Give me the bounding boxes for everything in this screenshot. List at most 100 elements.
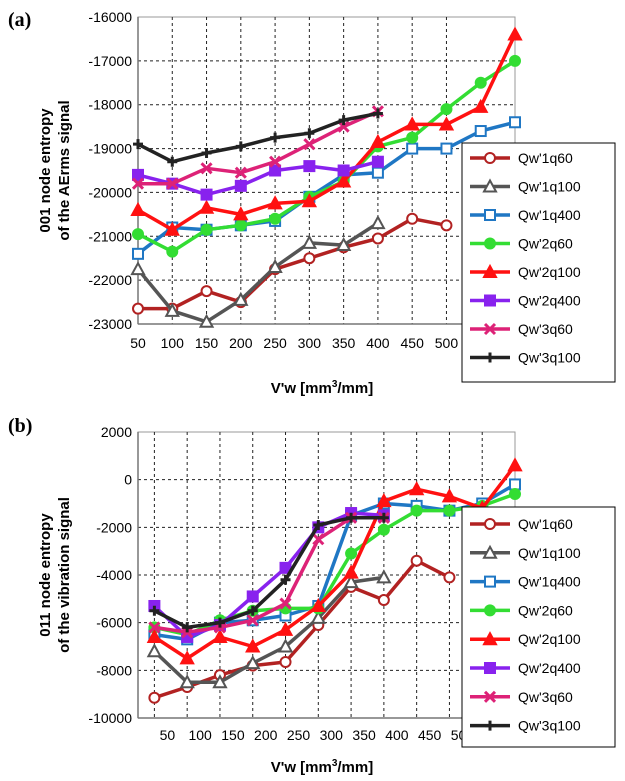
x-tick-label: 500 [435, 335, 459, 351]
data-point [233, 291, 249, 306]
data-point [410, 554, 423, 567]
legend-swatch-marker [482, 178, 498, 193]
x-tick-label: 450 [401, 335, 425, 351]
y-tick-label: -16000 [88, 9, 132, 25]
x-axis-title-text: V'w [mm [271, 380, 332, 397]
data-point [406, 131, 419, 144]
legend-label: Qw'3q60 [518, 321, 573, 337]
data-point [338, 115, 349, 126]
data-point [337, 120, 350, 133]
legend-item: Qw'2q100 [470, 631, 581, 647]
legend-swatch-marker [482, 631, 498, 646]
legend-label: Qw'2q60 [518, 602, 573, 618]
legend: Qw'1q60 Qw'1q100 Qw'1q400 Qw'2q60 Qw'2q100 Qw… [461, 506, 616, 748]
data-point [198, 199, 215, 214]
data-point [410, 504, 423, 517]
series-line [153, 516, 384, 630]
data-point [312, 533, 325, 546]
legend-item: Qw'1q400 [470, 207, 581, 223]
x-tick-label: 350 [332, 335, 356, 351]
data-point [233, 206, 249, 221]
data-point [164, 221, 180, 236]
data-point [408, 481, 425, 496]
x-tick-label: 250 [263, 335, 287, 351]
data-point [148, 691, 161, 704]
data-point [370, 215, 386, 230]
data-point [279, 597, 292, 610]
legend-item: Qw'1q100 [470, 544, 581, 561]
data-point [246, 614, 259, 627]
legend-label: Qw'2q100 [518, 631, 581, 647]
y-tick-label: -20000 [88, 184, 132, 200]
legend-label: Qw'1q60 [518, 516, 573, 532]
legend-swatch-marker [485, 720, 495, 731]
data-point [404, 116, 420, 131]
data-point [279, 655, 292, 668]
y-tick-label: -8000 [96, 662, 132, 678]
legend-label: Qw'1q400 [518, 207, 581, 223]
data-point [337, 164, 350, 177]
data-point [372, 108, 383, 119]
data-point [132, 228, 144, 241]
legend-swatch-marker [482, 544, 498, 559]
data-point [345, 547, 358, 560]
legend-label: Qw'1q400 [518, 574, 581, 590]
y-tick-label: -21000 [88, 228, 132, 244]
x-tick-label: 100 [188, 727, 212, 743]
data-point [212, 674, 228, 689]
legend-item: Qw'3q60 [470, 321, 573, 337]
legend-label: Qw'2q100 [518, 264, 581, 280]
data-point [130, 261, 146, 276]
legend-swatch-marker [484, 237, 496, 250]
legend-item: Qw'1q60 [470, 516, 573, 532]
data-point [269, 155, 282, 168]
series-line [136, 221, 379, 324]
data-point [246, 590, 259, 603]
data-point [200, 162, 213, 175]
x-axis-title-superscript: 3 [332, 379, 338, 390]
data-point [146, 628, 163, 643]
data-point [303, 252, 316, 265]
y-axis-title: 011 node entropy of the vibration signal [37, 497, 73, 653]
legend-swatch-marker [484, 604, 496, 617]
legend-label: Qw'1q100 [518, 545, 581, 561]
x-tick-label: 400 [366, 335, 390, 351]
data-point [343, 574, 359, 589]
data-point [133, 139, 143, 150]
x-tick-label: 300 [320, 727, 344, 743]
data-point [441, 488, 458, 503]
y-tick-label: -22000 [88, 272, 132, 288]
y-axis-title-line2: of the AErms signal [56, 100, 73, 240]
data-point [406, 212, 419, 225]
data-point [474, 125, 487, 138]
x-tick-label: 200 [254, 727, 278, 743]
data-point [146, 643, 163, 658]
data-point [371, 155, 384, 168]
data-point [377, 523, 390, 536]
data-point [267, 258, 283, 273]
data-point [277, 638, 294, 653]
data-point [132, 302, 144, 315]
legend-label: Qw'1q100 [518, 179, 581, 195]
data-point [443, 571, 456, 584]
legend-swatch-marker [485, 352, 495, 363]
data-point [267, 195, 283, 210]
y-axis-title: 001 node entropy of the AErms signal [37, 100, 73, 240]
data-point [440, 142, 453, 155]
y-tick-label: -17000 [88, 53, 132, 69]
legend-item: Qw'3q100 [470, 350, 581, 366]
legend-box [461, 506, 616, 748]
data-point [182, 622, 193, 633]
series-line [137, 111, 379, 164]
data-point [440, 219, 453, 232]
data-point [234, 219, 247, 232]
data-point [198, 313, 215, 328]
data-point [310, 597, 326, 612]
legend-item: Qw'2q400 [470, 293, 581, 309]
x-tick-label: 150 [195, 335, 219, 351]
data-point [269, 164, 282, 177]
data-point [507, 26, 523, 41]
x-tick-label: 200 [229, 335, 253, 351]
data-point [270, 132, 281, 143]
y-axis-title-line2: of the vibration signal [56, 497, 73, 653]
